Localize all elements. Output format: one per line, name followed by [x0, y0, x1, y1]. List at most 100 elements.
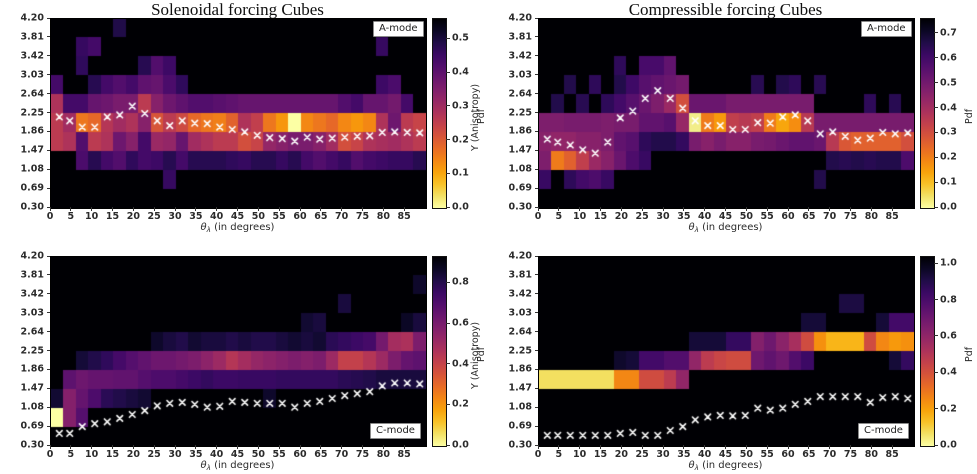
x-tick-label: 30	[656, 449, 670, 460]
y-tick-label: 1.08	[508, 163, 532, 175]
colorbar-tick-mark	[446, 37, 450, 39]
x-tick-label: 65	[314, 449, 328, 460]
x-tick-label: 0	[534, 211, 542, 222]
x-tick-mark	[662, 207, 664, 211]
x-tick-mark	[257, 445, 259, 449]
heatmap-canvas-bottom-right	[539, 257, 914, 446]
x-tick-mark	[112, 445, 113, 449]
x-tick-label: 20	[614, 211, 628, 222]
x-tick-mark	[195, 445, 197, 449]
x-tick-label: 10	[85, 211, 99, 222]
y-tick-mark	[534, 425, 538, 427]
y-axis-label: Y (Anisotropy)	[470, 321, 481, 389]
x-tick-label: 80	[864, 449, 878, 460]
x-tick-mark	[362, 207, 363, 211]
x-tick-label: 55	[760, 211, 774, 222]
y-tick-mark	[46, 55, 50, 57]
colorbar-tick-label: 0.6	[940, 52, 957, 64]
x-tick-label: 10	[85, 449, 99, 460]
y-tick-mark	[46, 93, 50, 95]
x-tick-label: 35	[677, 211, 691, 222]
y-tick-label: 2.64	[20, 88, 44, 100]
colorbar-gradient	[433, 257, 446, 446]
x-tick-mark	[558, 445, 560, 449]
x-tick-mark	[891, 445, 893, 449]
x-tick-mark	[91, 445, 93, 449]
mode-badge-bottom-left: C-mode	[370, 423, 421, 439]
x-tick-label: 5	[555, 449, 563, 460]
colorbar-tick-mark	[446, 281, 450, 283]
x-tick-label: 65	[314, 211, 328, 222]
x-tick-label: 70	[823, 211, 837, 222]
y-tick-mark	[46, 168, 50, 170]
x-tick-label: 45	[230, 211, 245, 222]
y-tick-label: 4.20	[20, 250, 44, 262]
colorbar-tick-mark	[934, 32, 938, 34]
x-tick-mark	[91, 207, 93, 211]
x-tick-label: 35	[189, 449, 203, 460]
x-tick-label: 55	[760, 449, 774, 460]
x-tick-label: 70	[335, 211, 349, 222]
x-tick-mark	[70, 445, 72, 449]
colorbar-tick-mark	[934, 181, 938, 183]
y-tick-mark	[46, 130, 50, 132]
y-tick-label: 3.03	[20, 69, 44, 81]
x-tick-label: 35	[677, 449, 691, 460]
colorbar-tick-label: 0.3	[940, 126, 957, 138]
heatmap-axes-top-left	[50, 18, 427, 209]
colorbar-tick-label: 0.6	[940, 330, 957, 342]
x-tick-mark	[850, 445, 851, 449]
x-tick-label: 85	[885, 211, 899, 222]
x-tick-mark	[341, 445, 343, 449]
colorbar-tick-mark	[446, 172, 450, 174]
x-tick-label: 15	[105, 449, 120, 460]
colorbar-tick-label: 1.0	[940, 257, 957, 269]
x-tick-mark	[237, 207, 238, 211]
colorbar-tick-label: 0.4	[452, 66, 469, 78]
y-tick-mark	[534, 312, 538, 314]
colorbar-tick-label: 0.2	[940, 403, 957, 415]
x-tick-label: 55	[272, 211, 286, 222]
y-tick-label: 1.47	[508, 144, 532, 156]
x-tick-label: 85	[397, 211, 411, 222]
colorbar-bottom-left	[432, 256, 447, 447]
y-tick-mark	[534, 187, 538, 189]
colorbar-tick-mark	[446, 403, 450, 405]
colorbar-gradient	[433, 19, 446, 208]
colorbar-tick-mark	[934, 335, 938, 337]
y-tick-label: 3.03	[20, 307, 44, 319]
x-tick-label: 70	[335, 449, 349, 460]
y-tick-label: 2.25	[508, 107, 532, 118]
colorbar-tick-mark	[934, 444, 938, 446]
y-tick-mark	[534, 36, 538, 38]
y-tick-label: 1.86	[20, 363, 44, 375]
y-tick-label: 3.42	[20, 50, 44, 62]
y-tick-mark	[46, 312, 50, 314]
x-tick-mark	[278, 207, 280, 211]
x-tick-mark	[620, 207, 622, 211]
y-tick-label: 2.25	[20, 345, 44, 356]
x-tick-mark	[299, 445, 301, 449]
x-tick-mark	[579, 445, 581, 449]
x-tick-mark	[112, 207, 113, 211]
y-tick-mark	[534, 293, 538, 295]
x-tick-label: 0	[46, 211, 54, 222]
y-tick-mark	[46, 444, 50, 446]
x-tick-label: 30	[656, 211, 670, 222]
x-tick-label: 20	[126, 211, 140, 222]
y-tick-label: 2.64	[508, 88, 532, 100]
colorbar-tick-mark	[934, 206, 938, 208]
colorbar-tick-label: 0.1	[940, 176, 957, 188]
colorbar-tick-mark	[446, 206, 450, 208]
y-tick-label: 0.30	[508, 439, 532, 451]
heatmap-axes-top-right	[538, 18, 915, 209]
x-tick-mark	[299, 207, 301, 211]
x-tick-label: 10	[573, 211, 587, 222]
x-tick-mark	[745, 445, 747, 449]
colorbar-tick-mark	[934, 262, 938, 264]
y-tick-mark	[46, 350, 50, 351]
x-tick-label: 40	[210, 211, 224, 222]
colorbar-tick-mark	[446, 444, 450, 446]
colorbar-tick-mark	[934, 131, 938, 133]
colorbar-tick-label: 0.3	[452, 100, 469, 112]
